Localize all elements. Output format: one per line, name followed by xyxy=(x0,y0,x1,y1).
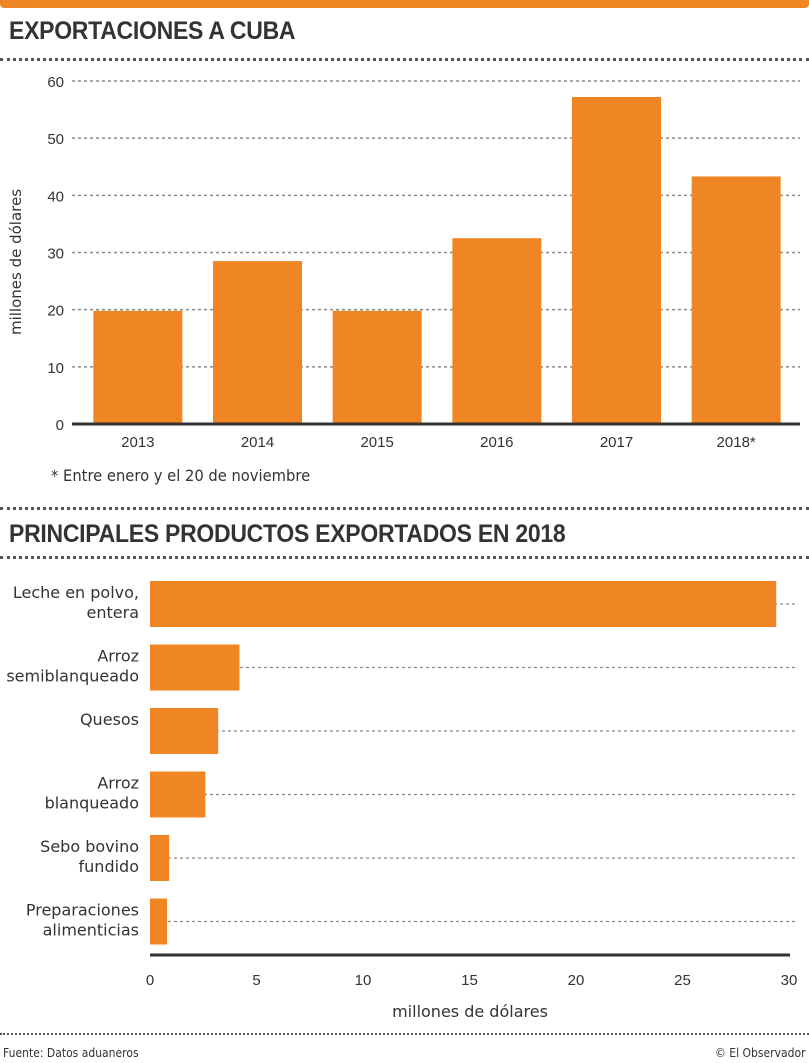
product-label: Arroz semiblanqueado xyxy=(6,647,139,686)
bar-2015 xyxy=(332,310,422,424)
title-divider-2 xyxy=(0,556,809,559)
source-note: Fuente: Datos aduaneros xyxy=(3,1046,139,1060)
product-label: Preparaciones alimenticias xyxy=(26,901,139,940)
x-tick-label: 2015 xyxy=(360,434,393,451)
bar-2018 xyxy=(691,176,781,424)
top-accent-bar xyxy=(0,0,809,8)
product-bar xyxy=(150,771,206,818)
y-tick-label: 50 xyxy=(47,131,64,148)
product-bar xyxy=(150,898,168,945)
x-tick-label: 2013 xyxy=(121,434,154,451)
footnote: * Entre enero y el 20 de noviembre xyxy=(51,466,311,485)
product-label: Sebo bovino fundido xyxy=(40,837,139,876)
y-tick-label: 40 xyxy=(47,188,64,205)
x-tick-label-2: 0 xyxy=(146,972,154,989)
product-bar xyxy=(150,644,240,691)
x-tick-label-2: 10 xyxy=(355,972,372,989)
y-tick-label: 0 xyxy=(56,417,64,434)
product-bar xyxy=(150,835,170,881)
y-tick-label: 20 xyxy=(47,303,64,320)
chart2-title: PRINCIPALES PRODUCTOS EXPORTADOS EN 2018 xyxy=(9,520,566,548)
title-divider xyxy=(0,58,809,61)
y-tick-label: 60 xyxy=(47,74,64,91)
y-tick-label: 10 xyxy=(47,360,64,377)
section-divider xyxy=(0,507,809,510)
bar-2016 xyxy=(452,238,542,424)
bar-2017 xyxy=(572,97,661,425)
chart1-title: EXPORTACIONES A CUBA xyxy=(9,17,296,45)
x-tick-label-2: 5 xyxy=(252,972,260,989)
product-label: Arroz blanqueado xyxy=(45,774,139,813)
y-axis-label: millones de dólares xyxy=(7,189,25,335)
x-tick-label: 2016 xyxy=(480,434,513,451)
footer-divider xyxy=(0,1033,809,1035)
credit-note: © El Observador xyxy=(715,1046,806,1060)
x-tick-label: 2017 xyxy=(600,434,633,451)
y-tick-label: 30 xyxy=(47,246,64,263)
product-label: Quesos xyxy=(80,710,139,729)
product-label: Leche en polvo, entera xyxy=(13,583,139,622)
product-bar xyxy=(150,708,219,754)
x-tick-label-2: 15 xyxy=(461,972,478,989)
x-tick-label-2: 30 xyxy=(781,972,798,989)
x-tick-label-2: 25 xyxy=(674,972,691,989)
product-bar xyxy=(150,581,777,627)
bar-2013 xyxy=(93,310,183,424)
x-axis-label: millones de dólares xyxy=(392,1002,548,1021)
x-tick-label: 2014 xyxy=(241,434,274,451)
x-tick-label: 2018* xyxy=(717,434,756,451)
bar-2014 xyxy=(213,261,302,424)
x-tick-label-2: 20 xyxy=(568,972,585,989)
